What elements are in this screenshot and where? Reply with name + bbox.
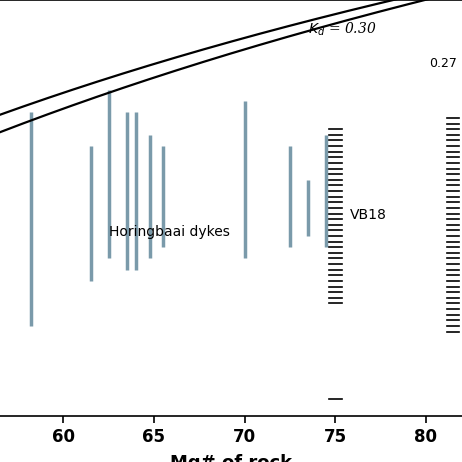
Text: Horingbaai dykes: Horingbaai dykes <box>109 225 230 239</box>
Text: $K_d$ = 0.30: $K_d$ = 0.30 <box>308 21 377 38</box>
Text: VB18: VB18 <box>350 208 387 222</box>
X-axis label: Mg# of rock: Mg# of rock <box>170 454 292 462</box>
Text: 0.27: 0.27 <box>429 57 457 70</box>
